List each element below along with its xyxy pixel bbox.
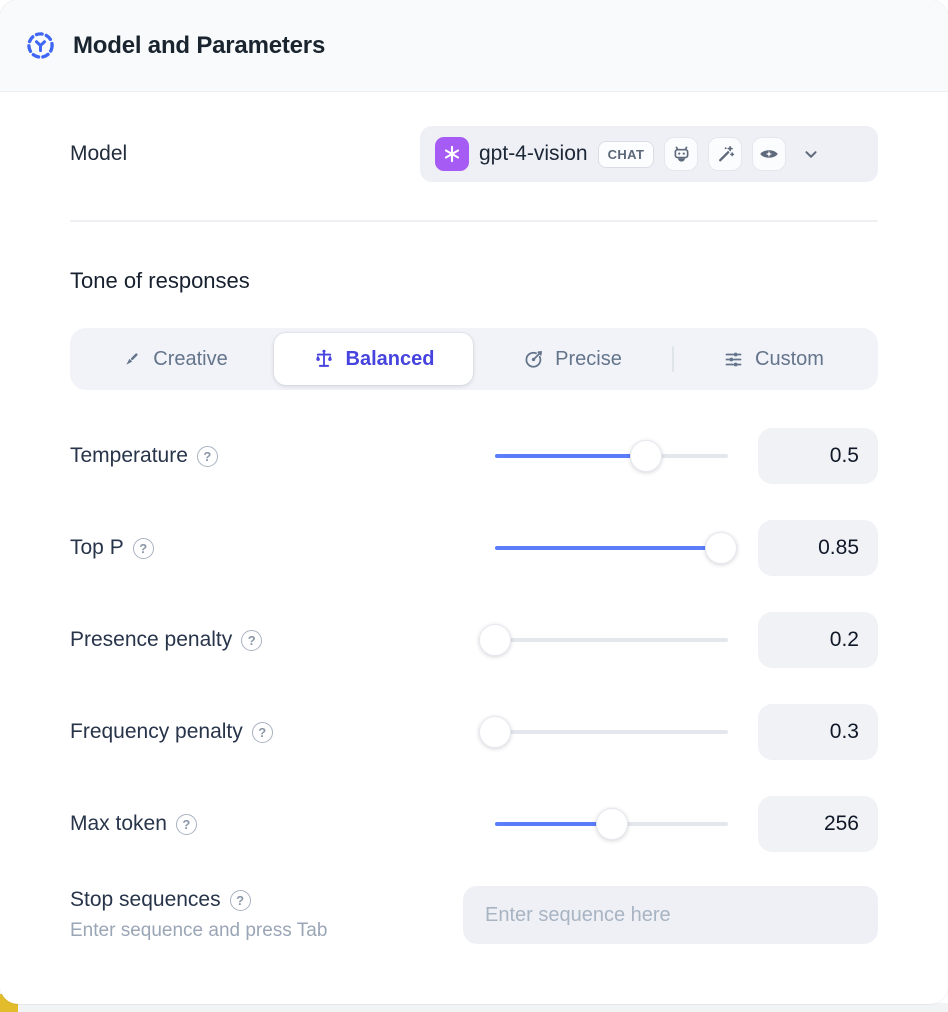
slider-thumb[interactable] bbox=[705, 532, 737, 564]
param-row-top-p: Top P ? 0.85 bbox=[70, 520, 878, 576]
tone-option-creative[interactable]: Creative bbox=[75, 333, 274, 385]
tone-segmented-control: Creative Balanced bbox=[70, 328, 878, 390]
param-label: Temperature bbox=[70, 444, 188, 467]
help-icon[interactable]: ? bbox=[251, 721, 273, 743]
tone-option-precise[interactable]: Precise bbox=[473, 333, 672, 385]
top-p-value[interactable]: 0.85 bbox=[758, 520, 878, 576]
tone-option-balanced[interactable]: Balanced bbox=[274, 333, 473, 385]
presence-penalty-value[interactable]: 0.2 bbox=[758, 612, 878, 668]
help-icon[interactable]: ? bbox=[229, 889, 251, 911]
param-label: Frequency penalty bbox=[70, 720, 243, 743]
slider-thumb[interactable] bbox=[630, 440, 663, 472]
max-token-slider[interactable] bbox=[495, 807, 728, 841]
slider-fill bbox=[495, 454, 647, 458]
param-row-max-token: Max token ? 256 bbox=[70, 796, 878, 852]
slider-track bbox=[495, 638, 728, 642]
tone-option-label: Custom bbox=[755, 347, 824, 370]
slider-track bbox=[495, 730, 728, 734]
model-type-badge: CHAT bbox=[597, 140, 655, 168]
param-row-presence-penalty: Presence penalty ? 0.2 bbox=[70, 612, 878, 668]
max-token-value[interactable]: 256 bbox=[758, 796, 878, 852]
model-select-dropdown[interactable]: gpt-4-vision CHAT bbox=[420, 126, 878, 182]
temperature-value[interactable]: 0.5 bbox=[758, 428, 878, 484]
target-arrow-icon bbox=[523, 349, 544, 370]
vision-eye-icon bbox=[752, 137, 787, 171]
presence-penalty-slider[interactable] bbox=[479, 623, 728, 657]
brush-icon bbox=[121, 349, 142, 370]
help-icon[interactable]: ? bbox=[241, 629, 263, 651]
model-label: Model bbox=[70, 142, 128, 165]
temperature-slider[interactable] bbox=[495, 439, 728, 473]
openai-logo bbox=[435, 137, 469, 171]
param-label: Max token bbox=[70, 812, 167, 835]
slider-fill bbox=[495, 546, 721, 550]
sliders-icon bbox=[723, 349, 744, 370]
model-nodes-icon bbox=[25, 30, 56, 61]
tone-heading: Tone of responses bbox=[70, 268, 250, 293]
top-p-slider[interactable] bbox=[495, 531, 737, 565]
section-divider bbox=[70, 220, 878, 222]
param-label: Presence penalty bbox=[70, 628, 233, 651]
panel-title: Model and Parameters bbox=[73, 31, 326, 59]
background-strip bbox=[0, 1003, 948, 1012]
slider-thumb[interactable] bbox=[595, 808, 628, 840]
frequency-penalty-slider[interactable] bbox=[479, 715, 728, 749]
magic-wand-icon bbox=[708, 137, 743, 171]
model-row: Model gpt-4-vision CHAT bbox=[70, 126, 878, 182]
help-icon[interactable]: ? bbox=[175, 813, 197, 835]
slider-thumb[interactable] bbox=[479, 624, 511, 656]
help-icon[interactable]: ? bbox=[132, 537, 154, 559]
stop-sequences-label: Stop sequences bbox=[70, 888, 221, 911]
tone-option-label: Balanced bbox=[345, 347, 435, 370]
chevron-down-icon bbox=[800, 143, 822, 165]
tone-separator bbox=[672, 346, 674, 372]
help-icon[interactable]: ? bbox=[196, 445, 218, 467]
slider-fill bbox=[495, 822, 612, 826]
frequency-penalty-value[interactable]: 0.3 bbox=[758, 704, 878, 760]
panel-content: Model gpt-4-vision CHAT bbox=[0, 126, 948, 944]
stop-sequences-row: Stop sequences ? Enter sequence and pres… bbox=[70, 886, 878, 944]
selected-model-name: gpt-4-vision bbox=[479, 142, 588, 165]
stop-sequences-hint: Enter sequence and press Tab bbox=[70, 920, 328, 941]
param-label: Top P bbox=[70, 536, 124, 559]
tone-option-custom[interactable]: Custom bbox=[674, 333, 873, 385]
slider-thumb[interactable] bbox=[479, 716, 511, 748]
param-row-frequency-penalty: Frequency penalty ? 0.3 bbox=[70, 704, 878, 760]
tone-option-label: Precise bbox=[555, 347, 622, 370]
stop-sequence-input[interactable] bbox=[463, 886, 878, 944]
panel-header: Model and Parameters bbox=[0, 0, 948, 92]
tone-option-label: Creative bbox=[153, 347, 228, 370]
robot-icon bbox=[664, 137, 699, 171]
balance-scale-icon bbox=[313, 348, 335, 370]
param-row-temperature: Temperature ? 0.5 bbox=[70, 428, 878, 484]
